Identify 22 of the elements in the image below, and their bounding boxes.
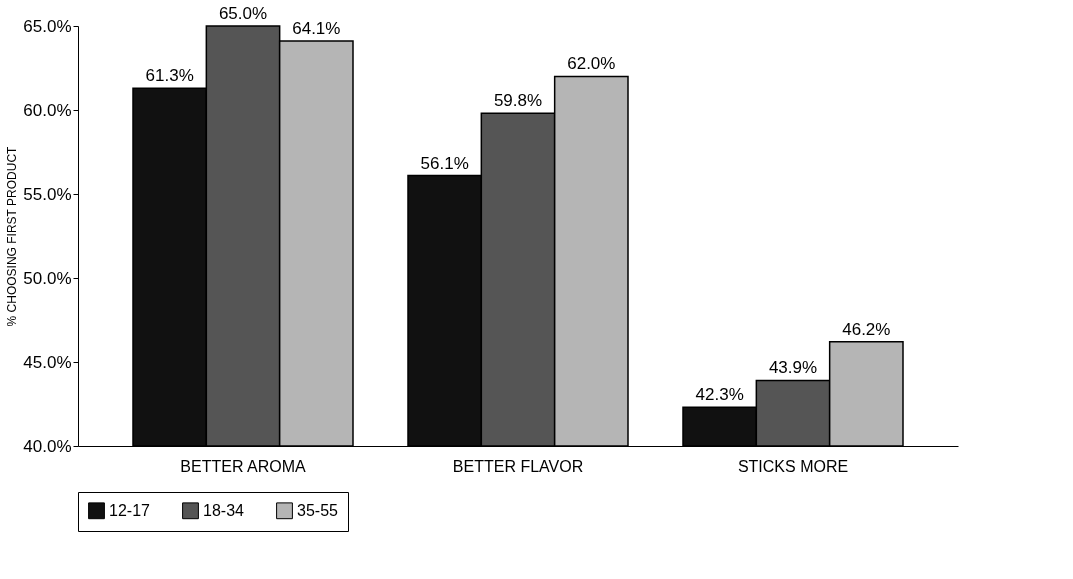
y-tick-label: 65.0% xyxy=(23,16,72,36)
data-label: 56.1% xyxy=(420,153,469,173)
y-tick-label: 45.0% xyxy=(23,352,72,372)
y-tick-label: 40.0% xyxy=(23,436,72,456)
x-tick-label: BETTER AROMA xyxy=(180,457,306,475)
y-tick-label: 60.0% xyxy=(23,100,72,120)
x-tick-label: STICKS MORE xyxy=(737,457,849,475)
legend-label: 18-34 xyxy=(203,501,245,519)
data-label: 43.9% xyxy=(768,358,818,378)
y-tick-label: 55.0% xyxy=(23,184,72,204)
data-label: 42.3% xyxy=(695,385,744,405)
data-label: 65.0% xyxy=(218,4,268,23)
data-label: 62.0% xyxy=(567,54,616,74)
legend-label: 35-55 xyxy=(297,501,339,519)
data-label: 61.3% xyxy=(145,66,194,86)
data-label: 59.8% xyxy=(493,91,543,111)
legend-label: 12-17 xyxy=(109,501,151,519)
y-axis-title: % CHOOSING FIRST PRODUCT xyxy=(5,145,20,327)
y-tick-label: 50.0% xyxy=(23,268,72,288)
x-tick-label: BETTER FLAVOR xyxy=(452,457,584,475)
data-label: 46.2% xyxy=(842,319,891,339)
data-label: 64.1% xyxy=(292,19,341,39)
